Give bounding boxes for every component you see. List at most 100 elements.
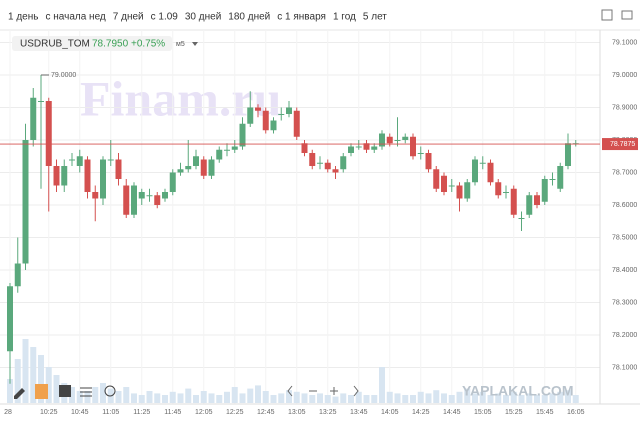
volume-bar (146, 391, 153, 403)
volume-bar (270, 395, 277, 403)
nav-left[interactable] (287, 385, 293, 397)
period-button[interactable]: 5 лет (363, 12, 387, 23)
volume-bar (92, 387, 99, 403)
candle-body (309, 153, 316, 166)
x-tick-label: 11:45 (164, 409, 181, 416)
x-tick-label: 14:05 (381, 409, 399, 416)
x-tick-label: 11:25 (133, 409, 150, 416)
candle-body (22, 140, 29, 264)
interval[interactable]: м5 (176, 41, 185, 48)
candle-body (324, 162, 331, 170)
y-tick-label: 79.1000 (612, 39, 637, 46)
volume-bar (309, 395, 316, 403)
bottom-tools (14, 384, 359, 399)
candle-body (371, 146, 378, 150)
x-tick-label: 10:45 (71, 409, 89, 416)
volume-bar (7, 379, 13, 403)
volume-bar (255, 385, 261, 403)
volume-bar (185, 388, 192, 403)
candle-body (293, 110, 300, 137)
candle-body (231, 146, 238, 150)
volume-bar (425, 393, 432, 403)
volume-bar (69, 387, 75, 403)
reset-tool[interactable] (104, 385, 116, 397)
candle-body (154, 195, 161, 205)
candle-body (7, 286, 13, 352)
candle-body (30, 97, 37, 140)
candle-body (526, 195, 533, 215)
period-button[interactable]: 1 день (8, 12, 38, 23)
last-price-box (602, 138, 638, 151)
volume-bar (45, 367, 52, 403)
period-button[interactable]: 180 дней (228, 12, 270, 23)
max-marker-label: 79.0000 (51, 72, 76, 79)
x-tick-label: 10:25 (40, 409, 58, 416)
x-tick-label: 13:25 (319, 409, 337, 416)
save-icon[interactable] (601, 9, 613, 21)
settings-tool[interactable] (80, 387, 92, 397)
chart-type-tool[interactable] (35, 384, 48, 399)
period-button[interactable]: 1 год (333, 12, 356, 23)
volume-bar (534, 395, 540, 403)
candle-body (100, 159, 106, 199)
candle-body (417, 153, 424, 154)
volume-bar (565, 390, 571, 403)
volume-bar (208, 393, 215, 403)
volume-bar (518, 395, 525, 403)
volume-bar (76, 391, 83, 403)
candle-body (200, 159, 207, 176)
nav-right[interactable] (353, 385, 359, 397)
y-tick-label: 79.0000 (612, 72, 637, 79)
volume-bar (456, 391, 463, 403)
candle-body (76, 156, 83, 166)
period-button[interactable]: 30 дней (185, 12, 221, 23)
x-tick-label: 16:05 (567, 409, 585, 416)
y-tick-label: 78.1000 (612, 364, 637, 371)
candle-body (216, 149, 223, 160)
volume-bar (549, 393, 556, 403)
candle-body (379, 133, 385, 147)
candle-body (14, 263, 21, 287)
draw-tool[interactable] (14, 388, 25, 399)
x-tick-label: 13:05 (288, 409, 306, 416)
x-tick-label: 12:25 (226, 409, 244, 416)
candle-body (386, 136, 393, 144)
volume-bar (379, 367, 385, 403)
candle-body (146, 195, 153, 197)
candle-body (239, 123, 246, 147)
indicator-tool[interactable] (59, 385, 71, 397)
volume-bar (410, 395, 416, 403)
volume-bar (317, 393, 323, 403)
volume-bar (278, 393, 285, 403)
period-button[interactable]: с начала нед (45, 12, 105, 23)
period-button[interactable]: с 1.09 (151, 12, 179, 23)
y-tick-label: 78.5000 (612, 234, 637, 241)
period-button[interactable]: 7 дней (113, 12, 144, 23)
volume-bar (572, 395, 579, 403)
volume-bar (324, 395, 331, 403)
ticker-box (12, 36, 172, 51)
dropdown[interactable] (192, 42, 198, 46)
candle-body (38, 101, 44, 102)
x-tick-label: 14:45 (443, 409, 461, 416)
period-button[interactable]: с 1 января (277, 12, 326, 23)
x-tick-label: 12:05 (195, 409, 213, 416)
volume-bar (487, 395, 494, 403)
volume-bar (22, 339, 29, 403)
volume-bar (301, 393, 308, 403)
volume-bar (84, 391, 91, 403)
candle-body (541, 179, 548, 202)
volume-bar (169, 391, 176, 403)
volume-bar (472, 393, 478, 403)
change: +0.75% (131, 39, 165, 50)
zoom-in[interactable] (330, 387, 338, 395)
x-tick-label: 11:05 (102, 409, 119, 416)
volume-bar (541, 395, 548, 403)
export-icon[interactable] (621, 10, 633, 20)
volume-bar (53, 375, 60, 403)
candle-body (84, 159, 91, 192)
volume-bar (14, 359, 21, 403)
volume-bar (433, 390, 440, 403)
candle-body (169, 172, 176, 192)
